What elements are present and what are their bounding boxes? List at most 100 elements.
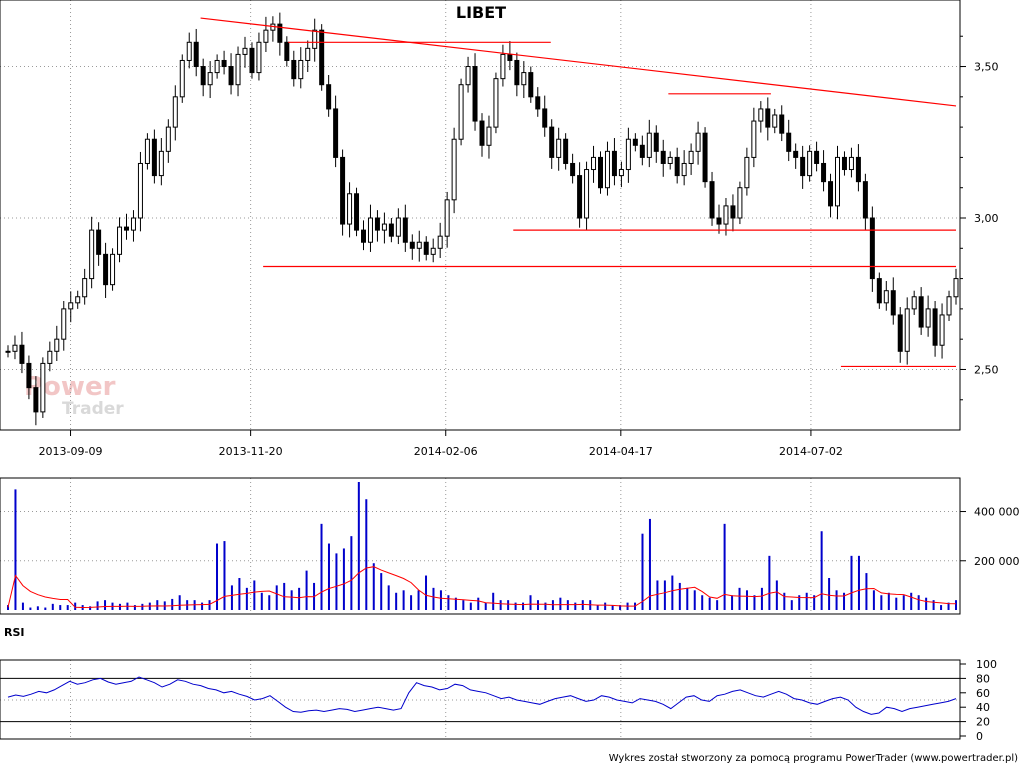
candle	[347, 182, 353, 238]
candle-body	[939, 314, 945, 346]
candle	[472, 53, 478, 131]
volume-bar	[828, 578, 831, 610]
volume-tick-label: 200 000	[974, 555, 1020, 568]
candle-body	[883, 290, 889, 304]
candle-body	[151, 138, 157, 177]
candle-body	[925, 308, 931, 328]
candle	[821, 150, 827, 192]
candle	[521, 61, 527, 99]
candle-body	[821, 162, 827, 183]
candle-body	[54, 338, 60, 352]
candle	[47, 341, 53, 372]
candle-body	[653, 132, 659, 152]
volume-bar	[872, 590, 875, 610]
candle	[848, 147, 854, 178]
candle	[814, 141, 820, 172]
candle-body	[549, 126, 555, 158]
candle	[179, 54, 185, 103]
volume-bar	[604, 602, 607, 610]
candle-body	[611, 150, 617, 177]
candle-body	[911, 296, 917, 310]
candle-body	[165, 126, 171, 152]
candle-body	[388, 223, 394, 237]
volume-bar	[29, 607, 32, 610]
candle-body	[472, 66, 478, 122]
volume-bar	[843, 592, 846, 610]
candle	[388, 218, 394, 243]
candle-body	[577, 175, 583, 219]
volume-bar	[596, 605, 599, 610]
candle	[117, 217, 123, 263]
rsi-tick-label: 80	[976, 672, 990, 685]
candle-body	[40, 362, 46, 413]
candle	[493, 72, 499, 134]
candle	[284, 36, 290, 67]
volume-bar	[439, 590, 442, 610]
candle	[5, 345, 11, 358]
candle-body	[632, 138, 638, 146]
candle	[256, 32, 262, 81]
candle	[186, 32, 192, 69]
candle	[374, 210, 380, 242]
volume-bar	[462, 600, 465, 610]
candle-body	[716, 217, 722, 225]
candle	[528, 66, 534, 103]
candle	[535, 87, 541, 117]
candle-body	[319, 29, 325, 86]
candle-body	[695, 132, 701, 152]
candle-body	[681, 162, 687, 177]
volume-bar	[432, 587, 435, 610]
candle	[340, 149, 346, 236]
candle	[96, 222, 102, 266]
candle-body	[235, 53, 241, 86]
candle-body	[639, 144, 645, 158]
volume-bar	[529, 595, 532, 610]
volume-bar	[745, 590, 748, 610]
candle-body	[207, 72, 213, 86]
trend-line	[200, 17, 957, 107]
candle	[723, 198, 729, 236]
candle	[556, 127, 562, 171]
candle-body	[340, 156, 346, 225]
candle-body	[667, 156, 673, 164]
candle	[751, 107, 757, 168]
candle	[54, 325, 60, 361]
volume-bar	[835, 590, 838, 610]
candle-body	[367, 217, 373, 243]
volume-bar	[514, 602, 517, 610]
candle-body	[855, 156, 861, 183]
candle	[618, 161, 624, 188]
candle-body	[354, 193, 360, 231]
candle-body	[326, 84, 332, 110]
candle	[103, 242, 109, 298]
candle	[172, 85, 178, 141]
rsi-line	[7, 676, 957, 715]
x-tick-label: 2014-07-02	[779, 445, 843, 458]
candle	[277, 12, 283, 56]
candle-body	[96, 229, 102, 255]
candle-body	[221, 59, 227, 68]
candle-body	[437, 235, 443, 249]
candle-body	[193, 41, 199, 68]
candle	[514, 52, 520, 97]
candle	[486, 115, 492, 159]
volume-bar	[910, 592, 913, 610]
rsi-label: RSI	[4, 626, 25, 639]
volume-bar	[118, 603, 121, 610]
volume-bar	[365, 499, 368, 610]
candle	[667, 151, 673, 170]
volume-bar	[372, 563, 375, 610]
candle-body	[758, 108, 764, 122]
candle	[591, 145, 597, 183]
rsi-tick-label: 0	[976, 730, 983, 743]
candle-body	[374, 217, 380, 231]
candle	[862, 173, 868, 230]
candle-body	[423, 241, 429, 255]
volume-bar	[581, 600, 584, 610]
candle	[744, 147, 750, 196]
candle-body	[33, 387, 39, 413]
candle-body	[451, 138, 457, 201]
volume-bar	[298, 587, 301, 610]
volume-bars	[7, 482, 957, 610]
candle	[904, 297, 910, 365]
